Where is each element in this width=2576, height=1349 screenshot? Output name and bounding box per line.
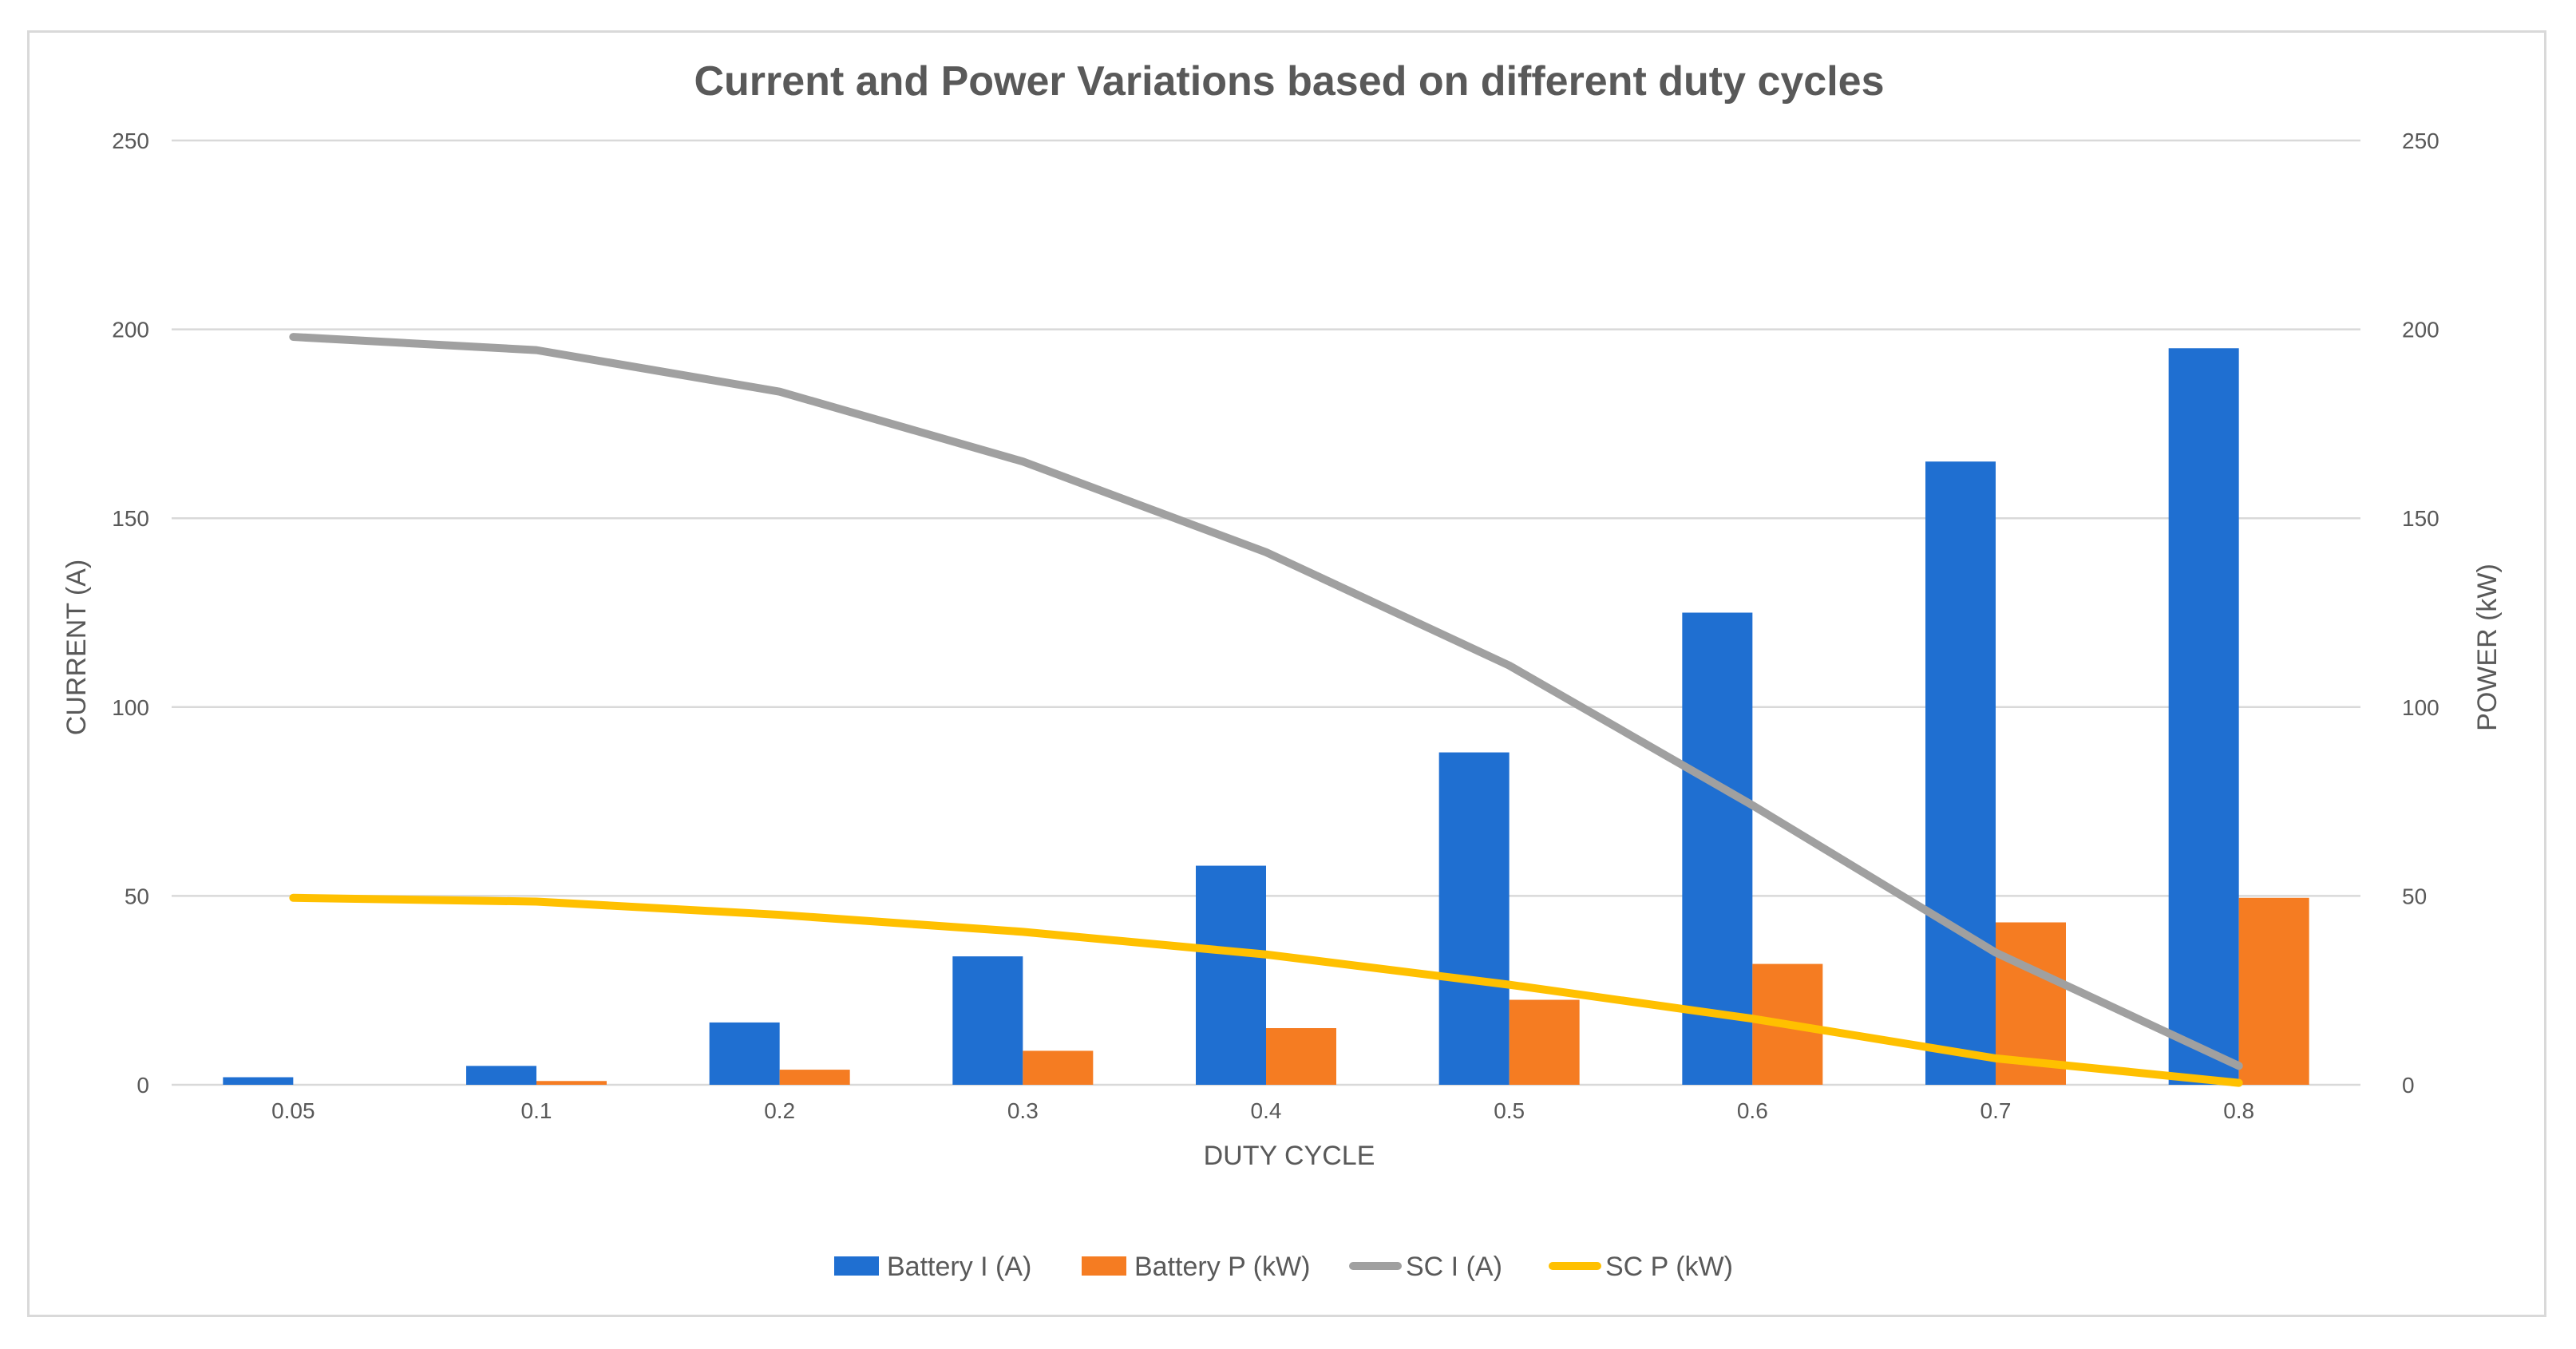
right-tick-label: 50 [2402,884,2427,908]
bar-battery-i-a [1682,612,1753,1085]
bar-battery-i-a [223,1077,294,1085]
left-tick-label: 200 [112,318,149,342]
legend-label: SC P (kW) [1605,1252,1733,1282]
x-tick-label: 0.5 [1494,1098,1525,1123]
right-tick-label: 100 [2402,695,2439,720]
left-axis-label: CURRENT (A) [61,560,92,735]
x-tick-label: 0.7 [1980,1098,2012,1123]
x-tick-label: 0.4 [1251,1098,1282,1123]
right-tick-label: 150 [2402,506,2439,531]
x-tick-label: 0.2 [764,1098,795,1123]
left-tick-label: 150 [112,506,149,531]
line-sc-i-a [289,333,2243,1070]
chart: Current and Power Variations based on di… [61,58,2503,1282]
legend-label: SC I (A) [1406,1252,1502,1282]
left-tick-label: 100 [112,695,149,720]
left-tick-label: 250 [112,129,149,153]
bar-battery-p-kw [536,1081,607,1085]
legend: Battery I (A) Battery P (kW) SC I (A) SC P … [834,1252,1733,1282]
left-axis-ticks: 0 50 100 150 200 250 [112,129,149,1098]
x-tick-label: 0.05 [271,1098,315,1123]
legend-swatch [834,1256,879,1276]
chart-title: Current and Power Variations based on di… [694,58,1884,105]
bar-battery-i-a [2168,348,2239,1085]
bar-battery-i-a [1925,461,1996,1085]
bar-battery-i-a [466,1066,536,1085]
x-tick-label: 0.6 [1737,1098,1768,1123]
x-tick-label: 0.3 [1007,1098,1039,1123]
bar-battery-p-kw [779,1070,850,1085]
bar-battery-p-kw [1266,1028,1336,1085]
x-tick-label: 0.8 [2223,1098,2254,1123]
right-tick-label: 200 [2402,318,2439,342]
bar-battery-p-kw [1509,999,1580,1085]
right-axis-ticks: 0 50 100 150 200 250 [2402,129,2439,1098]
x-tick-label: 0.1 [521,1098,552,1123]
right-tick-label: 250 [2402,129,2439,153]
left-tick-label: 0 [137,1073,149,1098]
bar-battery-p-kw [1023,1050,1094,1085]
bar-battery-i-a [1438,752,1510,1085]
legend-swatch [1082,1256,1126,1276]
legend-label: Battery I (A) [887,1252,1031,1282]
x-axis-label: DUTY CYCLE [1204,1141,1375,1171]
right-axis-label: POWER (kW) [2472,564,2503,731]
x-axis-ticks: 0.05 0.1 0.2 0.3 0.4 0.5 0.6 0.7 0.8 [271,1098,2254,1123]
bar-battery-i-a [1196,865,1266,1085]
right-tick-label: 0 [2402,1073,2415,1098]
lines [289,333,2243,1087]
bar-battery-i-a [952,956,1023,1085]
legend-label: Battery P (kW) [1134,1252,1310,1282]
chart-frame: Current and Power Variations based on di… [27,30,2546,1317]
bar-battery-i-a [709,1022,780,1085]
left-tick-label: 50 [125,884,149,908]
line-sc-p-kw [289,893,2243,1087]
bar-battery-p-kw [2238,897,2309,1085]
bars [223,348,2309,1085]
